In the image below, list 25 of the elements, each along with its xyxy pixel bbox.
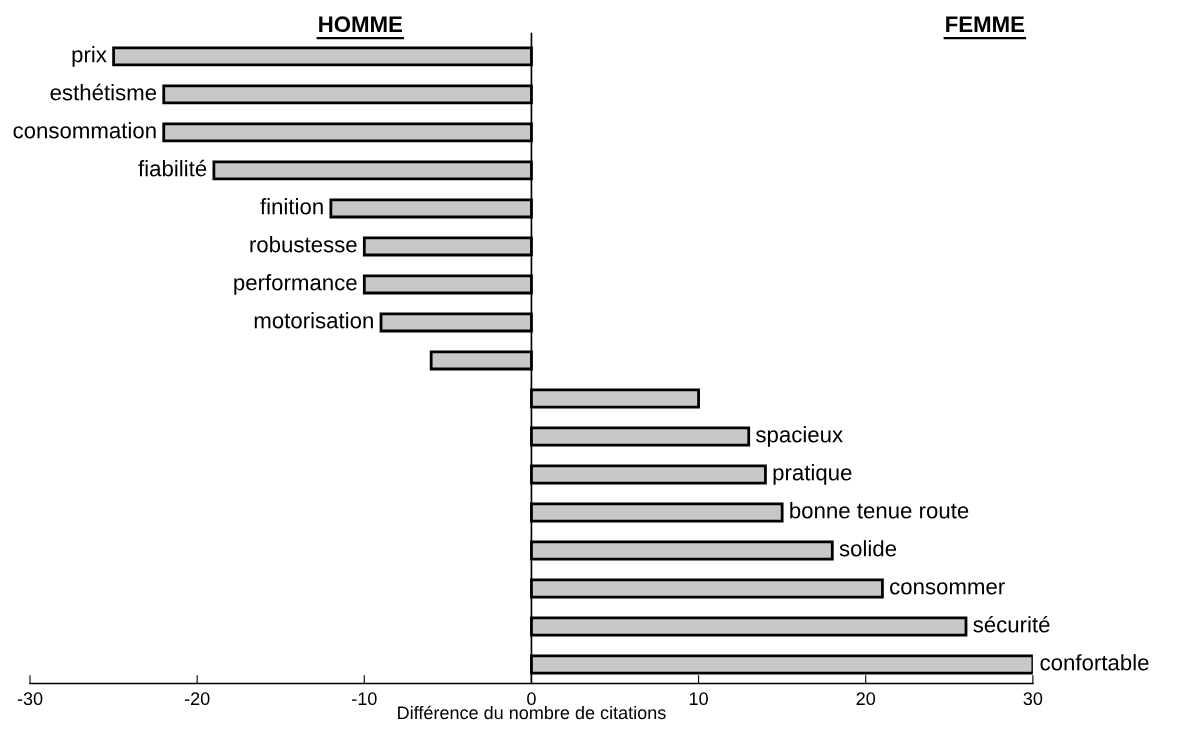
- x-tick-label: 20: [856, 692, 876, 706]
- x-tick-label: -30: [17, 692, 43, 706]
- y-tick-label: motorisation: [254, 312, 373, 329]
- text: HOMME: [319, 16, 403, 33]
- y-tick-label: esthétisme: [50, 83, 157, 101]
- y-tick-label: pratique: [773, 464, 852, 485]
- text: FEMME: [946, 16, 1025, 32]
- x-tick-label: 0: [527, 692, 536, 706]
- y-tick-label: bonne tenue route: [790, 502, 969, 519]
- y-tick-label: robustesse: [250, 236, 357, 253]
- y-tick-label: performance: [234, 274, 357, 295]
- y-tick-label: prix: [72, 46, 107, 67]
- x-tick-label: 10: [689, 692, 708, 706]
- y-tick-label: finition: [260, 198, 323, 215]
- y-tick-label: consommation: [13, 122, 156, 139]
- x-tick-label: -20: [184, 692, 210, 706]
- y-tick-label: fiabilité: [138, 159, 207, 177]
- y-tick-label: consommer: [890, 582, 1005, 595]
- x-tick-label: 30: [1023, 692, 1043, 706]
- x-tick-label: -10: [352, 692, 377, 706]
- y-tick-label: confortable: [1040, 654, 1149, 671]
- y-tick-label: spacieux: [756, 426, 843, 447]
- y-tick-label: sécurité: [973, 615, 1050, 633]
- x-axis-title: Différence du nombre de citations: [398, 705, 666, 720]
- y-tick-label: solide: [839, 540, 897, 557]
